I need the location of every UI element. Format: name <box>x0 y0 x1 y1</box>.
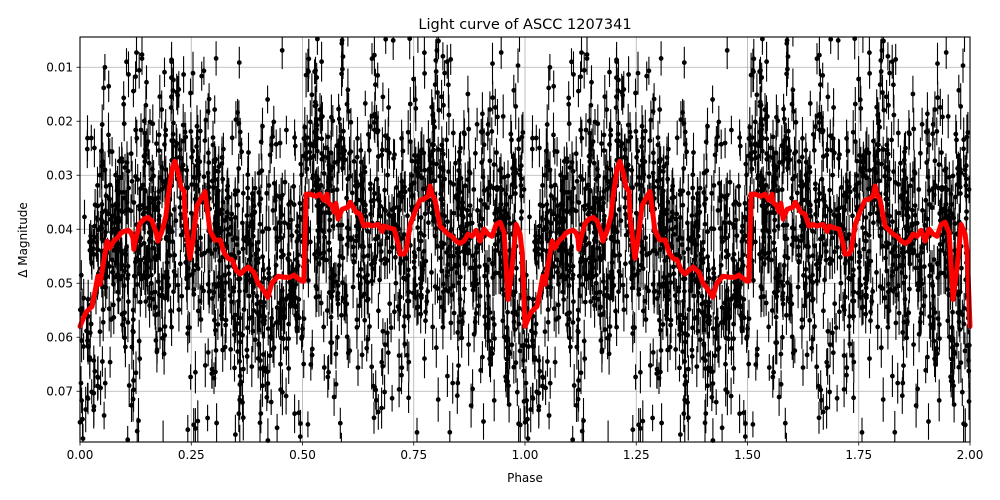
data-markers <box>77 36 972 443</box>
y-tick-label: 0.01 <box>46 61 73 75</box>
x-tick-label: 1.25 <box>623 448 650 462</box>
x-tick-label: 0.75 <box>400 448 427 462</box>
y-tick-label: 0.06 <box>46 331 73 345</box>
x-axis-ticks: 0.00 0.25 0.50 0.75 1.00 1.25 1.50 1.75 2.00 <box>67 442 984 462</box>
x-tick-label: 1.50 <box>734 448 761 462</box>
model-line <box>77 158 973 329</box>
x-tick-label: 1.75 <box>845 448 872 462</box>
x-tick-label: 0.25 <box>178 448 205 462</box>
x-tick-label: 2.00 <box>957 448 984 462</box>
y-tick-label: 0.02 <box>46 115 73 129</box>
y-axis-ticks: 0.01 0.02 0.03 0.04 0.05 0.06 0.07 <box>46 61 80 399</box>
x-tick-label: 1.00 <box>512 448 539 462</box>
y-tick-label: 0.05 <box>46 277 73 291</box>
y-tick-label: 0.07 <box>46 385 73 399</box>
x-axis-label: Phase <box>507 471 543 485</box>
x-tick-label: 0.50 <box>289 448 316 462</box>
chart-title: Light curve of ASCC 1207341 <box>418 17 631 33</box>
model-curve <box>77 158 973 329</box>
y-axis-label: Δ Magnitude <box>16 202 30 278</box>
x-tick-label: 0.00 <box>67 448 94 462</box>
y-tick-label: 0.03 <box>46 169 73 183</box>
y-tick-label: 0.04 <box>46 223 73 237</box>
